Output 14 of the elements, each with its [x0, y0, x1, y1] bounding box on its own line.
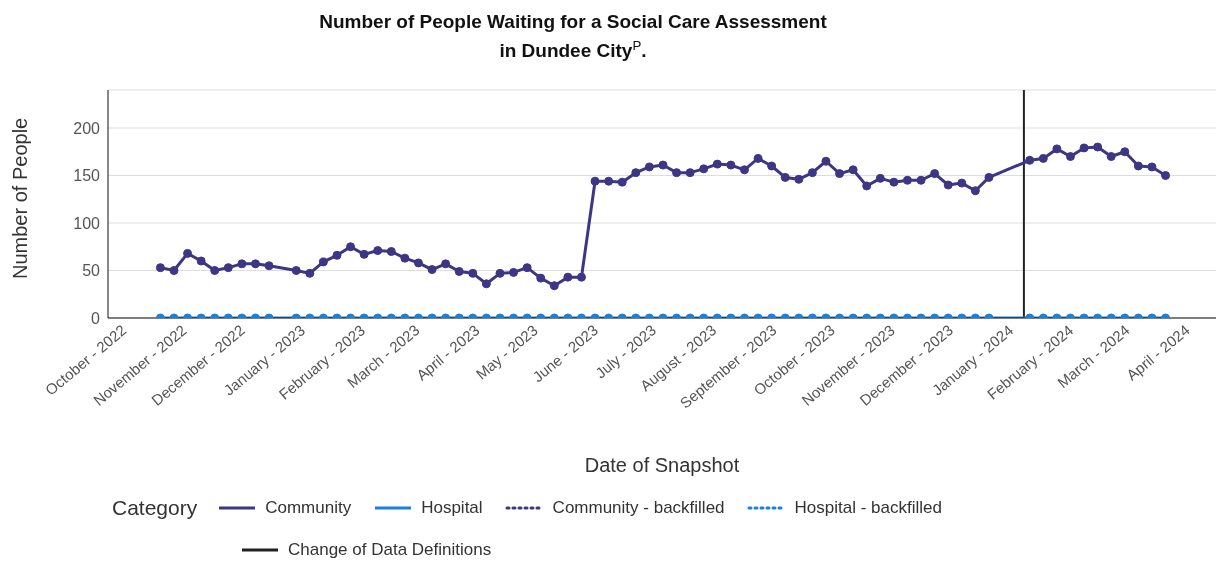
y-tick-label: 50 [82, 262, 101, 280]
x-axis-title: Date of Snapshot [584, 454, 740, 476]
legend-label: Community - backfilled [552, 498, 725, 518]
y-axis-title: Number of People [9, 117, 32, 279]
legend-label: Change of Data Definitions [288, 540, 492, 560]
legend-label: Hospital [421, 498, 483, 518]
y-tick-label: 100 [73, 214, 101, 232]
legend-title: Category [112, 496, 198, 520]
y-tick-label: 150 [73, 167, 101, 185]
legend-label: Hospital - backfilled [794, 498, 942, 518]
legend-label: Community [265, 498, 352, 518]
y-tick-label: 200 [73, 119, 101, 137]
chart-title: Number of People Waiting for a Social Care Assessment in Dundee City$^{P}$. [319, 11, 827, 62]
y-tick-label: 0 [91, 309, 101, 327]
